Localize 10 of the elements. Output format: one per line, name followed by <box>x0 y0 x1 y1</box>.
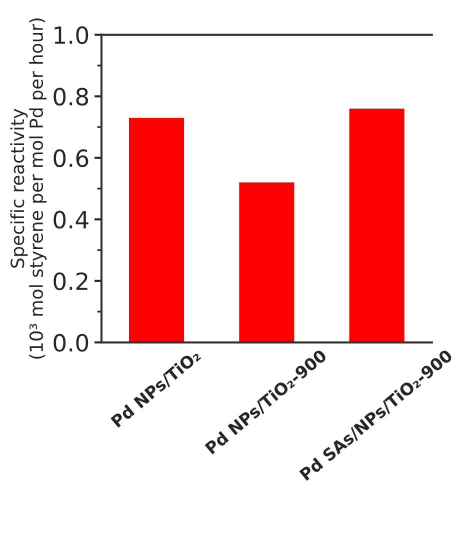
y-tick-label: 0.6 <box>54 149 88 168</box>
bar <box>239 182 294 342</box>
y-tick-label: 0.4 <box>54 210 88 229</box>
y-axis-title: Specific reactivity (10³ mol styrene per mol Pd per hour) <box>10 18 47 359</box>
bar <box>129 118 184 342</box>
y-tick-label: 0.2 <box>54 272 88 290</box>
y-tick-label: 0.8 <box>54 88 88 106</box>
bar <box>349 108 404 342</box>
y-tick-label: 0.0 <box>54 334 88 352</box>
y-tick-label: 1.0 <box>54 26 88 44</box>
